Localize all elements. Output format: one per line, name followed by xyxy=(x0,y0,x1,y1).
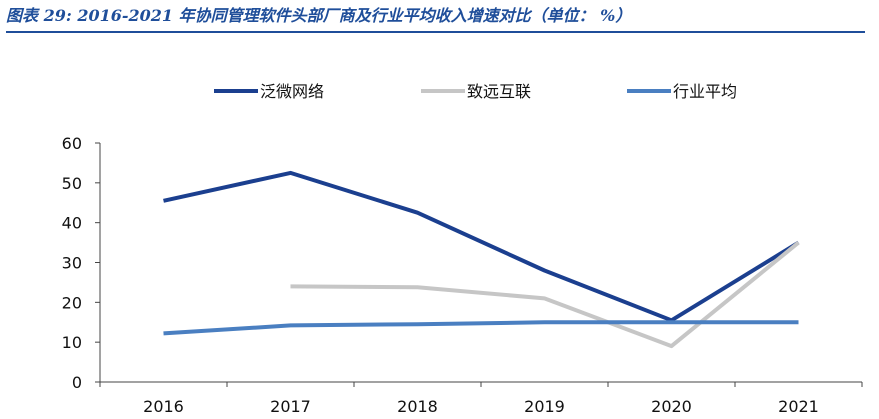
x-tick-label: 2016 xyxy=(143,397,184,416)
legend-label: 泛微网络 xyxy=(260,82,324,101)
y-tick-label: 0 xyxy=(72,373,82,392)
x-tick-label: 2019 xyxy=(524,397,565,416)
y-tick-label: 30 xyxy=(62,254,82,273)
y-tick-label: 60 xyxy=(62,134,82,153)
x-tick-label: 2021 xyxy=(778,397,819,416)
y-tick-label: 10 xyxy=(62,333,82,352)
y-tick-label: 20 xyxy=(62,293,82,312)
y-tick-label: 40 xyxy=(62,214,82,233)
series-line-1 xyxy=(290,241,800,349)
chart-series xyxy=(163,170,800,349)
chart-legend: 泛微网络 致远互联 行业平均 xyxy=(214,82,737,101)
x-tick-label: 2018 xyxy=(397,397,438,416)
series-line-2 xyxy=(163,320,799,336)
legend-label: 行业平均 xyxy=(673,82,737,101)
title-divider xyxy=(6,31,865,33)
x-tick-label: 2020 xyxy=(651,397,692,416)
y-tick-label: 50 xyxy=(62,174,82,193)
figure-title: 图表 29: 2016-2021 年协同管理软件头部厂商及行业平均收入增速对比（… xyxy=(6,6,632,25)
series-line-0 xyxy=(163,170,800,323)
legend-label: 致远互联 xyxy=(467,82,531,101)
chart-axes: 0 10 20 30 40 50 60 2016 2017 2018 2019 2020 2021 xyxy=(62,134,863,416)
x-tick-label: 2017 xyxy=(270,397,311,416)
